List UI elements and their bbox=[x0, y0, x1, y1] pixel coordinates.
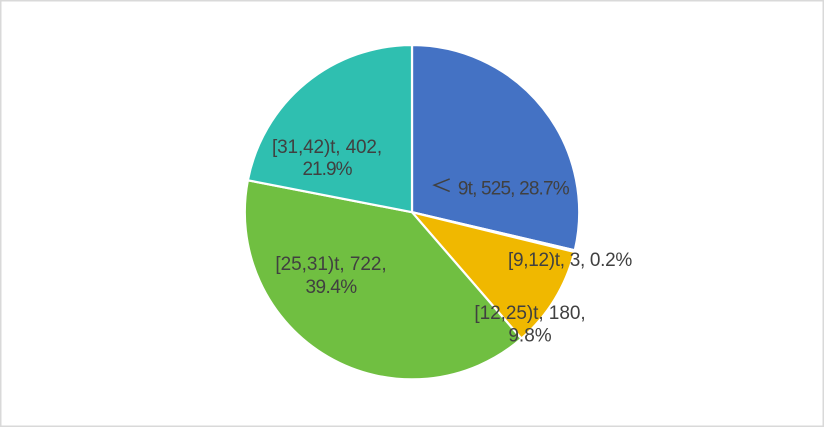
svg-text:[12,25)t, 180,: [12,25)t, 180, bbox=[474, 303, 585, 324]
svg-text:9t, 525, 28.7%: 9t, 525, 28.7% bbox=[458, 178, 570, 199]
svg-text:39.4%: 39.4% bbox=[305, 277, 357, 298]
svg-text:[9,12)t, 3, 0.2%: [9,12)t, 3, 0.2% bbox=[508, 250, 632, 271]
svg-text:[25,31)t, 722,: [25,31)t, 722, bbox=[275, 254, 386, 275]
svg-text:21.9%: 21.9% bbox=[302, 159, 352, 180]
svg-text:[31,42)t, 402,: [31,42)t, 402, bbox=[272, 137, 382, 158]
svg-text:9.8%: 9.8% bbox=[508, 326, 551, 347]
